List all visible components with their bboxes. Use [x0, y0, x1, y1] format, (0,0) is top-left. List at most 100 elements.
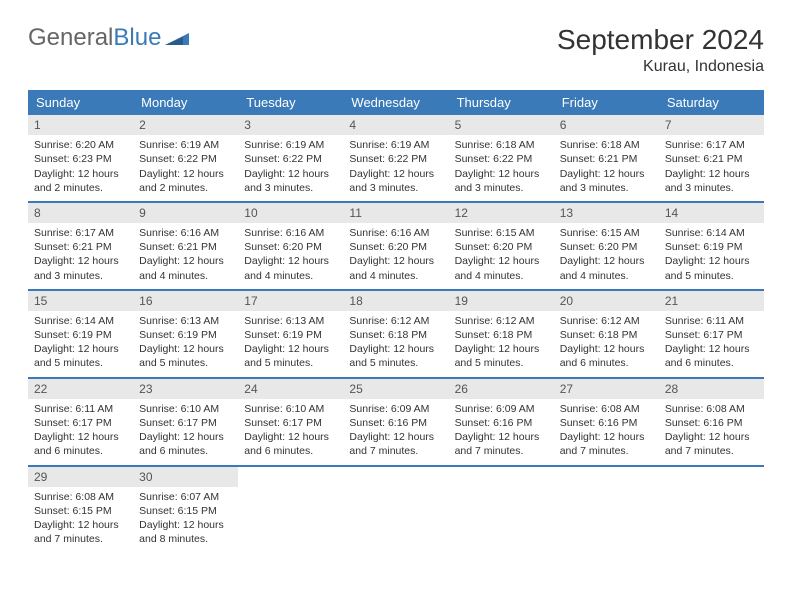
day-day1: Daylight: 12 hours: [139, 254, 232, 268]
day-cell: 30Sunrise: 6:07 AMSunset: 6:15 PMDayligh…: [133, 467, 238, 553]
day-content: Sunrise: 6:19 AMSunset: 6:22 PMDaylight:…: [343, 135, 448, 201]
day-sunrise: Sunrise: 6:12 AM: [455, 314, 548, 328]
week-row: 22Sunrise: 6:11 AMSunset: 6:17 PMDayligh…: [28, 379, 764, 467]
day-day2: and 6 minutes.: [244, 444, 337, 458]
day-day2: and 4 minutes.: [244, 269, 337, 283]
day-day1: Daylight: 12 hours: [244, 254, 337, 268]
day-content: Sunrise: 6:17 AMSunset: 6:21 PMDaylight:…: [28, 223, 133, 289]
day-day1: Daylight: 12 hours: [34, 430, 127, 444]
day-day1: Daylight: 12 hours: [455, 430, 548, 444]
day-day1: Daylight: 12 hours: [34, 254, 127, 268]
dow-saturday: Saturday: [659, 90, 764, 115]
day-content: Sunrise: 6:12 AMSunset: 6:18 PMDaylight:…: [343, 311, 448, 377]
day-day1: Daylight: 12 hours: [349, 430, 442, 444]
day-day1: Daylight: 12 hours: [139, 430, 232, 444]
day-cell: 13Sunrise: 6:15 AMSunset: 6:20 PMDayligh…: [554, 203, 659, 289]
day-cell: 25Sunrise: 6:09 AMSunset: 6:16 PMDayligh…: [343, 379, 448, 465]
day-sunset: Sunset: 6:22 PM: [349, 152, 442, 166]
day-number: 18: [343, 291, 448, 311]
day-cell: 19Sunrise: 6:12 AMSunset: 6:18 PMDayligh…: [449, 291, 554, 377]
day-number: 19: [449, 291, 554, 311]
day-number: 10: [238, 203, 343, 223]
logo-triangle-icon: [165, 24, 189, 52]
day-sunset: Sunset: 6:17 PM: [665, 328, 758, 342]
day-content: Sunrise: 6:08 AMSunset: 6:15 PMDaylight:…: [28, 487, 133, 553]
day-number: 21: [659, 291, 764, 311]
day-day1: Daylight: 12 hours: [560, 254, 653, 268]
dow-friday: Friday: [554, 90, 659, 115]
day-sunset: Sunset: 6:16 PM: [665, 416, 758, 430]
day-sunrise: Sunrise: 6:18 AM: [455, 138, 548, 152]
day-day1: Daylight: 12 hours: [139, 342, 232, 356]
day-day2: and 4 minutes.: [349, 269, 442, 283]
day-sunrise: Sunrise: 6:15 AM: [455, 226, 548, 240]
day-cell: 15Sunrise: 6:14 AMSunset: 6:19 PMDayligh…: [28, 291, 133, 377]
dow-monday: Monday: [133, 90, 238, 115]
dow-sunday: Sunday: [28, 90, 133, 115]
day-day1: Daylight: 12 hours: [34, 518, 127, 532]
day-cell: 9Sunrise: 6:16 AMSunset: 6:21 PMDaylight…: [133, 203, 238, 289]
day-cell: [343, 467, 448, 553]
day-cell: 24Sunrise: 6:10 AMSunset: 6:17 PMDayligh…: [238, 379, 343, 465]
day-cell: 4Sunrise: 6:19 AMSunset: 6:22 PMDaylight…: [343, 115, 448, 201]
day-sunrise: Sunrise: 6:08 AM: [34, 490, 127, 504]
day-cell: 22Sunrise: 6:11 AMSunset: 6:17 PMDayligh…: [28, 379, 133, 465]
day-day2: and 7 minutes.: [455, 444, 548, 458]
day-number: 7: [659, 115, 764, 135]
day-number: 3: [238, 115, 343, 135]
day-sunrise: Sunrise: 6:10 AM: [139, 402, 232, 416]
day-sunset: Sunset: 6:19 PM: [665, 240, 758, 254]
day-content: Sunrise: 6:09 AMSunset: 6:16 PMDaylight:…: [449, 399, 554, 465]
day-cell: 2Sunrise: 6:19 AMSunset: 6:22 PMDaylight…: [133, 115, 238, 201]
day-sunrise: Sunrise: 6:18 AM: [560, 138, 653, 152]
day-content: Sunrise: 6:11 AMSunset: 6:17 PMDaylight:…: [28, 399, 133, 465]
day-sunset: Sunset: 6:21 PM: [665, 152, 758, 166]
day-content: Sunrise: 6:17 AMSunset: 6:21 PMDaylight:…: [659, 135, 764, 201]
day-cell: 17Sunrise: 6:13 AMSunset: 6:19 PMDayligh…: [238, 291, 343, 377]
day-sunset: Sunset: 6:16 PM: [455, 416, 548, 430]
dow-thursday: Thursday: [449, 90, 554, 115]
day-content: Sunrise: 6:11 AMSunset: 6:17 PMDaylight:…: [659, 311, 764, 377]
day-cell: 18Sunrise: 6:12 AMSunset: 6:18 PMDayligh…: [343, 291, 448, 377]
day-cell: 21Sunrise: 6:11 AMSunset: 6:17 PMDayligh…: [659, 291, 764, 377]
day-sunset: Sunset: 6:16 PM: [349, 416, 442, 430]
day-content: Sunrise: 6:13 AMSunset: 6:19 PMDaylight:…: [238, 311, 343, 377]
day-content: Sunrise: 6:07 AMSunset: 6:15 PMDaylight:…: [133, 487, 238, 553]
day-number: 17: [238, 291, 343, 311]
day-sunrise: Sunrise: 6:12 AM: [349, 314, 442, 328]
day-sunrise: Sunrise: 6:14 AM: [34, 314, 127, 328]
day-sunset: Sunset: 6:19 PM: [34, 328, 127, 342]
day-cell: [238, 467, 343, 553]
day-cell: 26Sunrise: 6:09 AMSunset: 6:16 PMDayligh…: [449, 379, 554, 465]
day-cell: 5Sunrise: 6:18 AMSunset: 6:22 PMDaylight…: [449, 115, 554, 201]
day-day2: and 6 minutes.: [34, 444, 127, 458]
calendar: Sunday Monday Tuesday Wednesday Thursday…: [28, 90, 764, 552]
day-number: 30: [133, 467, 238, 487]
day-cell: 12Sunrise: 6:15 AMSunset: 6:20 PMDayligh…: [449, 203, 554, 289]
day-sunset: Sunset: 6:18 PM: [455, 328, 548, 342]
day-day1: Daylight: 12 hours: [665, 254, 758, 268]
day-sunrise: Sunrise: 6:08 AM: [560, 402, 653, 416]
day-day2: and 6 minutes.: [139, 444, 232, 458]
day-day1: Daylight: 12 hours: [139, 518, 232, 532]
day-cell: 7Sunrise: 6:17 AMSunset: 6:21 PMDaylight…: [659, 115, 764, 201]
dow-wednesday: Wednesday: [343, 90, 448, 115]
title-block: September 2024 Kurau, Indonesia: [557, 24, 764, 76]
day-sunset: Sunset: 6:20 PM: [560, 240, 653, 254]
day-day2: and 3 minutes.: [560, 181, 653, 195]
day-sunrise: Sunrise: 6:17 AM: [665, 138, 758, 152]
day-content: Sunrise: 6:16 AMSunset: 6:20 PMDaylight:…: [343, 223, 448, 289]
day-cell: 27Sunrise: 6:08 AMSunset: 6:16 PMDayligh…: [554, 379, 659, 465]
day-day1: Daylight: 12 hours: [665, 167, 758, 181]
day-cell: [659, 467, 764, 553]
day-content: Sunrise: 6:19 AMSunset: 6:22 PMDaylight:…: [238, 135, 343, 201]
day-cell: 14Sunrise: 6:14 AMSunset: 6:19 PMDayligh…: [659, 203, 764, 289]
day-content: Sunrise: 6:18 AMSunset: 6:22 PMDaylight:…: [449, 135, 554, 201]
day-sunset: Sunset: 6:18 PM: [560, 328, 653, 342]
day-content: Sunrise: 6:12 AMSunset: 6:18 PMDaylight:…: [554, 311, 659, 377]
day-day2: and 2 minutes.: [34, 181, 127, 195]
day-cell: 6Sunrise: 6:18 AMSunset: 6:21 PMDaylight…: [554, 115, 659, 201]
dow-tuesday: Tuesday: [238, 90, 343, 115]
day-content: Sunrise: 6:12 AMSunset: 6:18 PMDaylight:…: [449, 311, 554, 377]
location-label: Kurau, Indonesia: [557, 58, 764, 76]
